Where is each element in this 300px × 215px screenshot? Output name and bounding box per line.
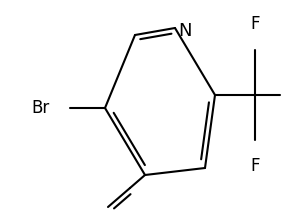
Text: F: F	[298, 86, 300, 104]
Text: N: N	[178, 22, 191, 40]
Text: F: F	[250, 15, 260, 33]
Text: F: F	[250, 157, 260, 175]
Text: Br: Br	[32, 99, 50, 117]
